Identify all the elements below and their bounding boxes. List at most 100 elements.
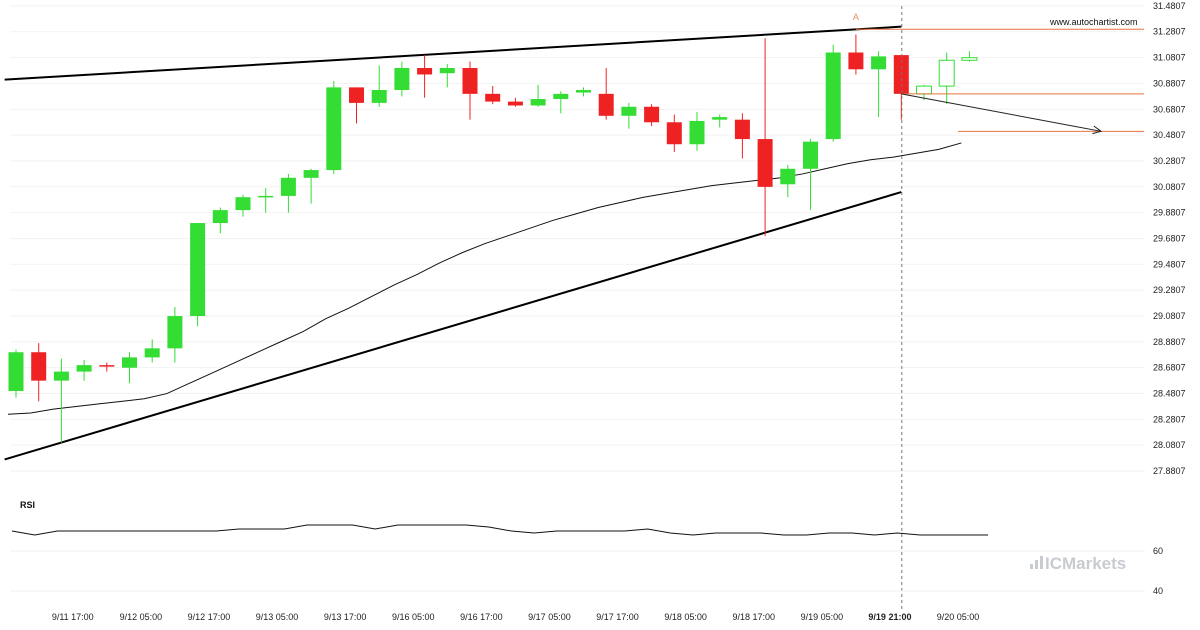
y-tick-label: 31.4807 [1153, 1, 1186, 11]
x-tick-label: 9/19 05:00 [801, 612, 844, 622]
candle-body [916, 85, 932, 95]
wedge-lower-line [4, 191, 902, 461]
candle [712, 114, 728, 128]
candle [190, 223, 206, 327]
wedge-pattern [4, 25, 902, 461]
candle [417, 55, 433, 98]
x-tick-label: 9/12 17:00 [188, 612, 231, 622]
candle [371, 65, 387, 107]
candle-body [439, 68, 455, 74]
candle [848, 34, 864, 75]
candle [99, 362, 115, 372]
candle-body [280, 177, 296, 196]
y-tick-label: 29.0807 [1153, 311, 1186, 321]
rsi-line [11, 524, 989, 536]
candle [621, 102, 637, 129]
candle-body [8, 352, 24, 391]
candle [122, 352, 137, 384]
candle-body [53, 371, 69, 381]
x-tick-label: 9/13 05:00 [256, 612, 299, 622]
y-tick-label: 28.2807 [1153, 414, 1186, 424]
y-tick-label: 27.8807 [1153, 466, 1186, 476]
site-watermark: www.autochartist.com [1049, 17, 1138, 27]
candle [303, 168, 319, 204]
candle-body [303, 170, 319, 178]
x-tick-label: 9/16 17:00 [460, 612, 503, 622]
forecast-candles [916, 51, 978, 105]
y-tick-label: 29.6807 [1153, 233, 1186, 243]
candle-body [803, 141, 818, 169]
candle-body [371, 89, 387, 103]
x-axis: 9/11 17:00 9/12 05:00 9/12 17:00 9/13 05:00… [52, 612, 980, 622]
candle-body [666, 122, 682, 145]
candle-body [712, 117, 728, 120]
candle [235, 194, 251, 217]
candle-body [644, 106, 660, 123]
candle [258, 188, 274, 213]
x-tick-label: 9/18 05:00 [664, 612, 707, 622]
candle [212, 207, 228, 234]
forecast-arrow-head [1092, 125, 1103, 135]
candle-body [462, 68, 478, 94]
candle [485, 86, 501, 105]
candle [666, 114, 682, 152]
y-tick-label: 30.4807 [1153, 130, 1186, 140]
x-tick-label: 9/20 05:00 [937, 612, 980, 622]
x-tick-label: 9/12 05:00 [120, 612, 163, 622]
y-tick-label: 28.0807 [1153, 440, 1186, 450]
candle [780, 164, 796, 198]
forecast-arrow-line [901, 93, 1102, 132]
x-tick-label: 9/19 21:00 [868, 612, 911, 622]
candle [167, 307, 183, 363]
y-tick-label: 29.2807 [1153, 285, 1186, 295]
candle-body [961, 57, 978, 61]
candle [31, 343, 47, 402]
candle-body [825, 52, 841, 140]
candle-body [530, 99, 546, 106]
candle-body [31, 352, 47, 381]
candle [8, 349, 24, 398]
candle-body [485, 93, 501, 102]
moving-average [7, 142, 962, 415]
x-tick-label: 9/18 17:00 [732, 612, 775, 622]
candle-body [598, 93, 614, 116]
forecast-candle [938, 52, 955, 105]
candle-body [848, 52, 864, 70]
candle [553, 91, 569, 114]
candle-body [349, 87, 364, 103]
candle [462, 61, 478, 120]
candle [144, 339, 160, 363]
candle [280, 173, 296, 213]
candle-body [507, 101, 523, 106]
x-tick-label: 9/17 17:00 [596, 612, 639, 622]
x-tick-label: 9/16 05:00 [392, 612, 435, 622]
candle-body [235, 197, 251, 211]
breakout-marker: A [853, 6, 903, 610]
y-tick-label: 30.8807 [1153, 78, 1186, 88]
candle [439, 64, 455, 88]
forecast-candle [961, 51, 978, 62]
y-tick-label: 28.8807 [1153, 337, 1186, 347]
brand-bar-icon [1030, 564, 1033, 569]
candle [825, 44, 841, 142]
candle [757, 38, 773, 236]
candle-body [394, 68, 410, 90]
candle-body [326, 87, 342, 171]
y-tick-label: 28.4807 [1153, 388, 1186, 398]
candle-body [938, 59, 955, 87]
y-tick-label: 30.6807 [1153, 104, 1186, 114]
candle [734, 113, 750, 159]
y-axis: 31.4807 31.2807 31.0807 30.8807 30.6807 30.48… [1153, 1, 1186, 476]
candle [53, 358, 69, 443]
candle [644, 104, 660, 127]
x-tick-label: 9/17 05:00 [528, 612, 571, 622]
y-tick-label: 28.6807 [1153, 363, 1186, 373]
candle [871, 51, 887, 118]
candle [326, 80, 342, 174]
candle-body [122, 357, 137, 368]
candle-body [780, 168, 796, 185]
candle [598, 68, 614, 120]
rsi-label: RSI [20, 500, 35, 510]
candle-body [190, 223, 206, 317]
